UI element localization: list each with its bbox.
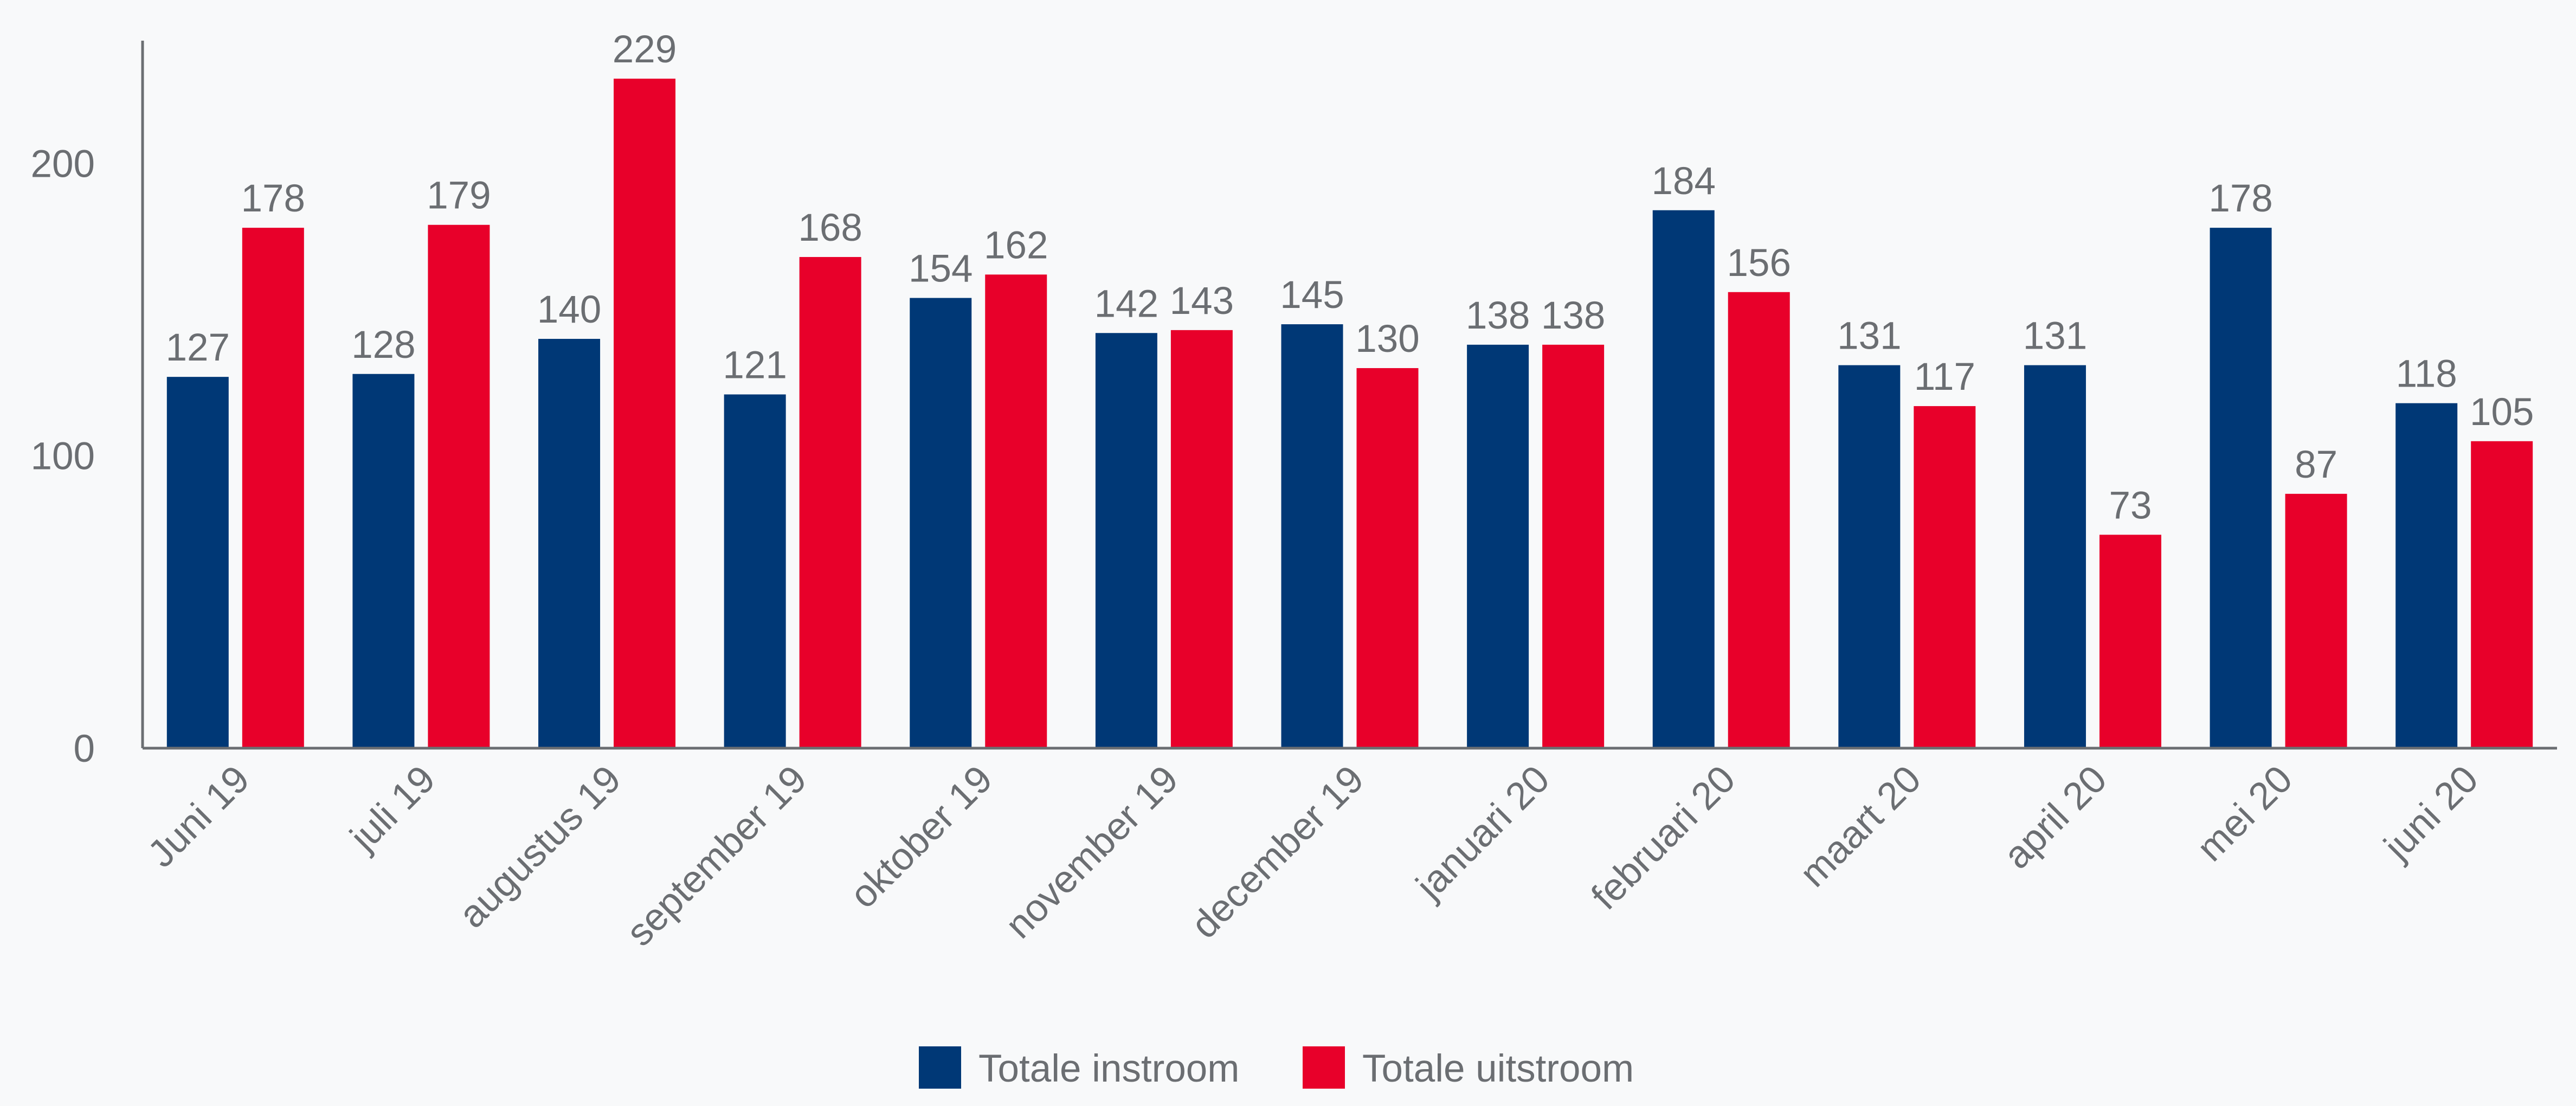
data-label-totale-uitstroom-december-19: 130 <box>1355 318 1419 361</box>
data-label-totale-uitstroom-juli-19: 179 <box>427 175 491 217</box>
bar-totale-instroom-november-19 <box>1095 333 1157 748</box>
data-label-totale-instroom-augustus-19: 140 <box>537 288 601 331</box>
bar-totale-uitstroom-februari-20 <box>1728 292 1790 748</box>
data-label-totale-uitstroom-november-19: 143 <box>1170 280 1234 323</box>
legend-swatch-totale-instroom <box>919 1046 961 1089</box>
bar-totale-instroom-juni-20 <box>2395 403 2458 748</box>
x-tick-label-december-19: december 19 <box>1183 757 1372 947</box>
bar-totale-instroom-oktober-19 <box>910 298 972 748</box>
bar-totale-uitstroom-december-19 <box>1356 368 1419 748</box>
data-label-totale-uitstroom-september-19: 168 <box>798 207 862 249</box>
bar-totale-uitstroom-juli-19 <box>428 224 490 748</box>
data-label-totale-instroom-juni-20: 118 <box>2396 353 2457 396</box>
data-label-totale-uitstroom-april-20: 73 <box>2109 484 2152 527</box>
bar-totale-instroom-februari-20 <box>1652 210 1715 749</box>
bar-totale-uitstroom-oktober-19 <box>985 274 1047 748</box>
bar-totale-uitstroom-juni-19 <box>242 228 304 748</box>
legend: Totale instroom Totale uitstroom <box>919 1046 1634 1090</box>
data-label-totale-uitstroom-augustus-19: 229 <box>613 28 677 71</box>
x-tick-label-maart-20: maart 20 <box>1792 757 1929 895</box>
data-labels-layer: 127 178 128 179 140 229 121 168 154 162 142 143 145 1… <box>166 28 2534 527</box>
x-tick-label-juni-19: Juni 19 <box>140 757 258 876</box>
legend-swatch-totale-uitstroom <box>1303 1046 1345 1089</box>
bar-totale-uitstroom-maart-20 <box>1914 406 1976 748</box>
bar-totale-uitstroom-september-19 <box>799 257 861 749</box>
bar-totale-uitstroom-augustus-19 <box>614 79 676 749</box>
data-label-totale-uitstroom-mei-20: 87 <box>2295 443 2337 486</box>
bar-totale-instroom-januari-20 <box>1467 344 1529 748</box>
x-tick-label-juni-20: juni 20 <box>2375 757 2487 869</box>
data-label-totale-instroom-maart-20: 131 <box>1837 315 1901 358</box>
data-label-totale-instroom-april-20: 131 <box>2023 315 2087 358</box>
data-label-totale-uitstroom-januari-20: 138 <box>1541 294 1605 337</box>
bar-totale-instroom-maart-20 <box>1838 365 1901 748</box>
data-label-totale-uitstroom-juni-20: 105 <box>2470 391 2534 434</box>
data-label-totale-instroom-juni-19: 127 <box>166 326 230 369</box>
legend-label-totale-instroom: Totale instroom <box>978 1047 1239 1090</box>
y-tick-label-100: 100 <box>31 435 95 478</box>
data-label-totale-instroom-februari-20: 184 <box>1651 160 1715 203</box>
data-label-totale-uitstroom-oktober-19: 162 <box>984 224 1048 267</box>
bar-totale-instroom-augustus-19 <box>538 339 601 748</box>
x-tick-label-november-19: november 19 <box>997 757 1187 947</box>
bar-totale-uitstroom-januari-20 <box>1542 344 1605 748</box>
x-tick-label-juli-19: juli 19 <box>342 757 443 859</box>
data-label-totale-instroom-juli-19: 128 <box>351 324 415 366</box>
data-label-totale-uitstroom-juni-19: 178 <box>241 177 305 220</box>
data-label-totale-instroom-januari-20: 138 <box>1466 294 1530 337</box>
y-tick-label-200: 200 <box>31 143 95 185</box>
bar-totale-instroom-mei-20 <box>2210 228 2272 748</box>
y-tick-label-0: 0 <box>74 728 95 770</box>
bar-totale-instroom-december-19 <box>1281 324 1343 748</box>
bar-totale-uitstroom-november-19 <box>1170 330 1233 748</box>
data-label-totale-instroom-november-19: 142 <box>1094 282 1158 325</box>
x-tick-label-augustus-19: augustus 19 <box>450 757 629 936</box>
bars-layer <box>166 79 2533 749</box>
data-label-totale-uitstroom-februari-20: 156 <box>1727 242 1791 285</box>
x-tick-label-oktober-19: oktober 19 <box>842 757 1001 916</box>
data-label-totale-instroom-oktober-19: 154 <box>909 248 973 291</box>
x-tick-label-februari-20: februari 20 <box>1583 757 1744 918</box>
legend-label-totale-uitstroom: Totale uitstroom <box>1362 1047 1634 1090</box>
bar-totale-uitstroom-april-20 <box>2099 535 2161 748</box>
data-label-totale-instroom-september-19: 121 <box>723 344 787 387</box>
x-tick-label-mei-20: mei 20 <box>2189 757 2301 870</box>
bar-totale-instroom-april-20 <box>2024 365 2086 748</box>
bar-totale-instroom-september-19 <box>724 394 786 748</box>
bar-totale-uitstroom-juni-20 <box>2471 441 2533 748</box>
data-label-totale-uitstroom-maart-20: 117 <box>1914 356 1975 398</box>
bar-totale-instroom-juni-19 <box>166 377 229 748</box>
x-tick-label-april-20: april 20 <box>1995 757 2115 877</box>
bar-totale-uitstroom-mei-20 <box>2285 493 2347 748</box>
bar-totale-instroom-juli-19 <box>352 374 415 748</box>
data-label-totale-instroom-december-19: 145 <box>1280 274 1344 317</box>
x-tick-label-september-19: september 19 <box>619 757 815 954</box>
x-tick-label-januari-20: januari 20 <box>1407 757 1558 908</box>
data-label-totale-instroom-mei-20: 178 <box>2208 177 2272 220</box>
